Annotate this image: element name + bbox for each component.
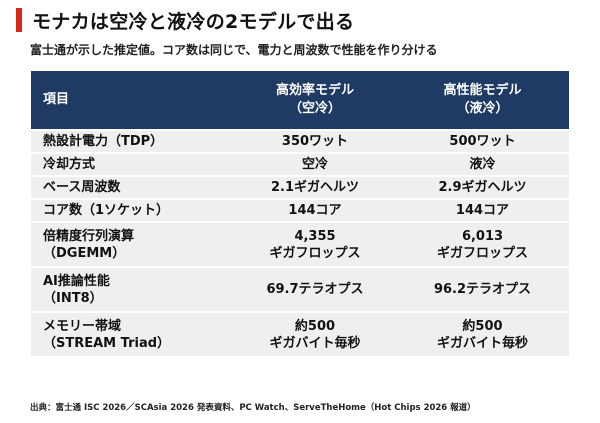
row-value-air: 350ワット [234,131,396,152]
table-row: 冷却方式 空冷 液冷 [31,154,569,175]
row-label: コア数（1ソケット） [31,200,234,221]
table-row: メモリー帯域 （STREAM Triad） 約500 ギガバイト毎秒 約500 … [31,313,569,356]
row-label: 倍精度行列演算 （DGEMM） [31,223,234,266]
row-label: 熱設計電力（TDP） [31,131,234,152]
row-value-air: 4,355 ギガフロップス [234,223,396,266]
row-value-liquid: 6,013 ギガフロップス [396,223,569,266]
table-row: 倍精度行列演算 （DGEMM） 4,355 ギガフロップス 6,013 ギガフロ… [31,223,569,266]
table-row: ベース周波数 2.1ギガヘルツ 2.9ギガヘルツ [31,177,569,198]
page-title-row: モナカは空冷と液冷の2モデルで出る [16,7,354,33]
title-accent-bar [16,8,22,32]
header-liquid-model: 高性能モデル （液冷） [396,71,569,129]
table-header-row: 項目 高効率モデル （空冷） 高性能モデル （液冷） [31,71,569,129]
header-item: 項目 [31,71,234,129]
spec-table: 項目 高効率モデル （空冷） 高性能モデル （液冷） 熱設計電力（TDP） 35… [31,69,569,358]
row-value-air: 約500 ギガバイト毎秒 [234,313,396,356]
row-value-liquid: 96.2テラオプス [396,268,569,311]
row-label: メモリー帯域 （STREAM Triad） [31,313,234,356]
row-value-liquid: 2.9ギガヘルツ [396,177,569,198]
table-row: 熱設計電力（TDP） 350ワット 500ワット [31,131,569,152]
row-value-liquid: 液冷 [396,154,569,175]
header-air-model: 高効率モデル （空冷） [234,71,396,129]
table-row: コア数（1ソケット） 144コア 144コア [31,200,569,221]
row-label: ベース周波数 [31,177,234,198]
table-row: AI推論性能 （INT8） 69.7テラオプス 96.2テラオプス [31,268,569,311]
page-title: モナカは空冷と液冷の2モデルで出る [32,10,355,33]
row-label: 冷却方式 [31,154,234,175]
row-value-liquid: 144コア [396,200,569,221]
row-value-air: 2.1ギガヘルツ [234,177,396,198]
page-subtitle: 富士通が示した推定値。コア数は同じで、電力と周波数で性能を作り分ける [30,43,438,57]
row-value-liquid: 約500 ギガバイト毎秒 [396,313,569,356]
row-value-air: 空冷 [234,154,396,175]
source-note: 出典：富士通 ISC 2026／SCAsia 2026 発表資料、PC Watc… [30,403,476,413]
row-label: AI推論性能 （INT8） [31,268,234,311]
row-value-air: 144コア [234,200,396,221]
row-value-liquid: 500ワット [396,131,569,152]
row-value-air: 69.7テラオプス [234,268,396,311]
